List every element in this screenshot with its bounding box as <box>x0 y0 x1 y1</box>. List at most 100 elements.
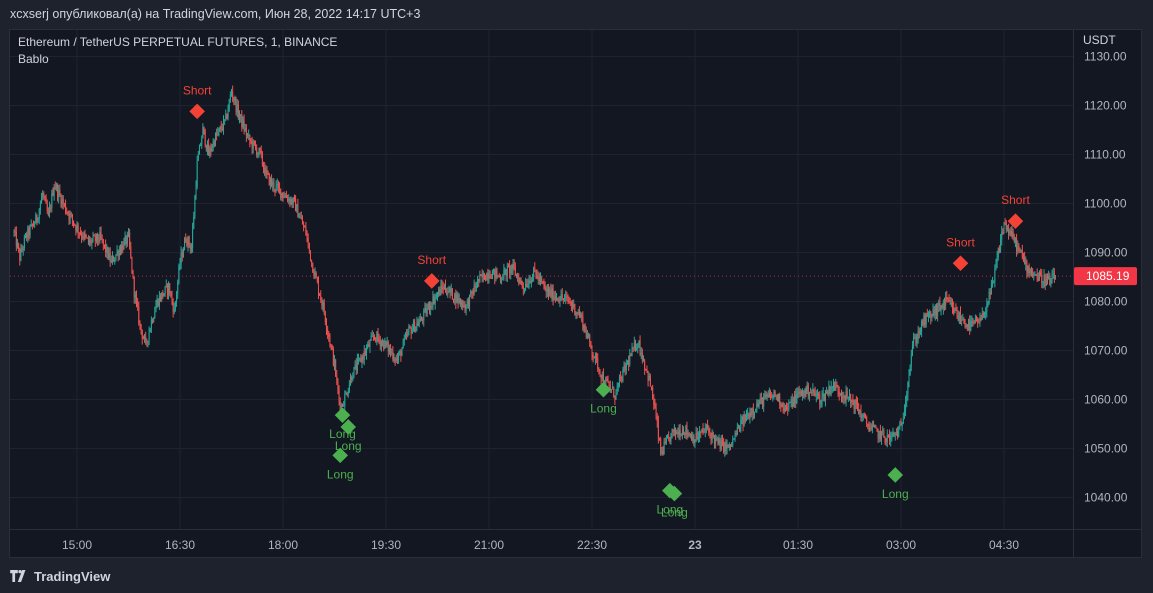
candle-body <box>680 435 682 437</box>
short-signal[interactable]: Short <box>183 83 212 120</box>
candle-body <box>684 432 686 435</box>
time-tick-label: 21:00 <box>474 538 504 552</box>
last-price-badge <box>1074 267 1137 286</box>
candle-body <box>662 451 664 454</box>
candle-body <box>908 375 910 383</box>
candle-body <box>214 133 216 146</box>
candle-body <box>721 440 723 442</box>
candle-body <box>403 338 405 341</box>
candle-body <box>749 412 751 420</box>
indicator-legend[interactable]: Bablo <box>18 52 49 66</box>
candle-body <box>964 323 966 327</box>
short-signal[interactable]: Short <box>1001 193 1030 229</box>
candle-body <box>472 292 474 295</box>
candle-body <box>731 445 733 447</box>
candle-body <box>922 320 924 326</box>
candle-body <box>401 348 403 357</box>
candle-body <box>681 429 683 436</box>
candle-body <box>219 126 221 129</box>
candle-body <box>378 338 380 340</box>
candle-body <box>910 355 912 366</box>
candle-body <box>396 358 398 361</box>
candle-body <box>424 308 426 311</box>
candle-body <box>884 436 886 439</box>
candle-body <box>1033 274 1035 277</box>
candle-body <box>156 299 158 306</box>
candle-body <box>885 438 887 443</box>
candle-body <box>1001 232 1003 240</box>
symbol-legend[interactable]: Ethereum / TetherUS PERPETUAL FUTURES, 1… <box>18 35 338 49</box>
candle-body <box>451 288 453 300</box>
candle-body <box>795 394 797 404</box>
candle-body <box>102 239 104 245</box>
candle-body <box>117 251 119 257</box>
candle-body <box>900 424 902 426</box>
time-tick-label: 18:00 <box>268 538 298 552</box>
signal-label: Long <box>882 487 909 501</box>
candle-body <box>533 267 535 277</box>
candle-body <box>601 374 603 380</box>
candle-body <box>970 321 972 331</box>
candle-body <box>520 279 522 282</box>
candle-body <box>791 399 793 407</box>
candle-body <box>206 143 208 150</box>
candle-body <box>953 307 955 313</box>
candle-body <box>701 428 703 433</box>
candle-body <box>311 260 313 263</box>
candle-body <box>412 321 414 330</box>
candle-body <box>889 435 891 441</box>
candle-body <box>643 360 644 362</box>
candle-body <box>289 198 291 204</box>
candle-body <box>974 318 976 324</box>
candle-body <box>503 270 505 280</box>
candle-body <box>1010 230 1012 237</box>
short-diamond-icon <box>423 273 440 289</box>
candle-body <box>264 167 266 175</box>
candle-body <box>459 298 461 304</box>
candle-body <box>518 277 520 284</box>
candle-body <box>251 141 253 149</box>
brand-name: TradingView <box>34 568 111 584</box>
candle-body <box>192 228 194 248</box>
candle-body <box>469 294 471 308</box>
tradingview-brand[interactable]: TradingView <box>10 567 110 585</box>
candle-body <box>129 232 131 247</box>
candle-body <box>760 397 762 399</box>
short-signal[interactable]: Short <box>946 235 976 272</box>
candle-body <box>418 321 420 326</box>
candle-body <box>929 312 931 315</box>
candle-body <box>907 382 909 396</box>
candle-body <box>21 249 23 251</box>
time-tick-label: 15:00 <box>62 538 92 552</box>
candle-body <box>696 432 698 440</box>
candle-body <box>1035 274 1037 276</box>
candle-body <box>755 410 757 413</box>
candle-body <box>431 305 433 307</box>
candle-body <box>66 211 68 213</box>
candle-body <box>694 441 696 444</box>
candle-body <box>134 294 136 298</box>
candle-body <box>654 404 656 408</box>
currency-label[interactable]: USDT <box>1083 33 1116 47</box>
candle-body <box>588 334 590 337</box>
candle-body <box>561 294 563 299</box>
candle-body <box>778 394 780 401</box>
candle-body <box>176 293 178 302</box>
candle-body <box>887 434 889 436</box>
candle-body <box>369 340 371 347</box>
long-signal[interactable]: Long <box>882 467 909 501</box>
candle-body <box>784 404 786 412</box>
candle-body <box>583 324 585 329</box>
candle-body <box>177 282 179 294</box>
candle-body <box>123 240 125 250</box>
candle-body <box>709 432 711 434</box>
candle-body <box>67 212 69 214</box>
candle-body <box>288 198 290 201</box>
candle-body <box>187 237 189 246</box>
candle-body <box>218 128 220 133</box>
candle-body <box>297 204 299 218</box>
signal-label: Short <box>183 83 212 97</box>
candle-body <box>308 242 310 251</box>
candle-body <box>346 393 348 396</box>
